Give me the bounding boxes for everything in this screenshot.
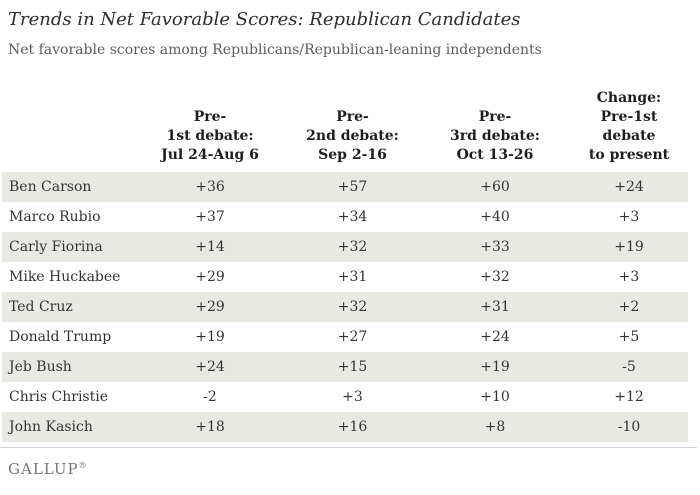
score-cell: +31	[337, 269, 368, 285]
column-header-pre-3rd-debate: Pre- 3rd debate: Oct 13-26	[450, 109, 540, 163]
score-cell: +33	[480, 239, 510, 255]
score-cell: +2	[618, 299, 640, 315]
score-cell: +19	[195, 329, 225, 345]
score-cell: +10	[480, 389, 510, 405]
table-row: Mike Huckabee +29 +31 +32 +3	[2, 262, 688, 292]
score-cell: +29	[195, 299, 225, 315]
score-cell: +19	[614, 239, 644, 255]
score-cell: -2	[203, 389, 217, 405]
candidate-name-cell: Carly Fiorina	[9, 239, 103, 255]
table-row: Ben Carson +36 +57 +60 +24	[2, 172, 688, 202]
score-cell: +3	[342, 389, 363, 405]
table-row: Jeb Bush +24 +15 +19 -5	[2, 352, 688, 382]
column-header-candidate	[2, 89, 135, 172]
score-cell: +14	[195, 239, 225, 255]
gallup-wordmark: GALLUP	[8, 460, 79, 478]
score-cell: +36	[195, 179, 225, 195]
score-cell: +37	[195, 209, 225, 225]
score-cell: +8	[484, 419, 506, 435]
table-row: Ted Cruz +29 +32 +31 +2	[2, 292, 688, 322]
column-header-change: Change: Pre-1st debate to present	[588, 90, 670, 163]
candidate-name-cell: Jeb Bush	[9, 359, 72, 375]
score-cell: +19	[480, 359, 510, 375]
header-row: Pre- 1st debate: Jul 24-Aug 6 Pre- 2nd d…	[2, 89, 688, 172]
score-cell: +12	[614, 389, 644, 405]
divider	[0, 447, 697, 448]
candidate-name-cell: Mike Huckabee	[9, 269, 121, 285]
score-cell: +32	[337, 299, 368, 315]
candidate-name-cell: Marco Rubio	[9, 209, 101, 225]
score-cell: +40	[480, 209, 510, 225]
score-cell: +3	[618, 269, 640, 285]
score-cell: -5	[622, 359, 636, 375]
table-body: Ben Carson +36 +57 +60 +24 Marco Rubio +…	[2, 172, 688, 442]
score-cell: +29	[195, 269, 225, 285]
score-cell: +18	[195, 419, 225, 435]
table-row: Donald Trump +19 +27 +24 +5	[2, 322, 688, 352]
score-cell: +60	[480, 179, 510, 195]
score-cell: +27	[337, 329, 368, 345]
score-cell: +34	[337, 209, 368, 225]
score-cell: +3	[618, 209, 640, 225]
candidate-name-cell: Donald Trump	[9, 329, 112, 345]
registered-trademark-icon: ®	[78, 461, 87, 470]
candidate-name-cell: John Kasich	[9, 419, 93, 435]
table-row: Marco Rubio +37 +34 +40 +3	[2, 202, 688, 232]
table-header: Pre- 1st debate: Jul 24-Aug 6 Pre- 2nd d…	[2, 89, 688, 172]
score-cell: +24	[480, 329, 510, 345]
score-cell: +16	[337, 419, 368, 435]
score-cell: +24	[614, 179, 644, 195]
score-cell: +5	[618, 329, 640, 345]
table-row: Chris Christie -2 +3 +10 +12	[2, 382, 688, 412]
table-row: Carly Fiorina +14 +32 +33 +19	[2, 232, 688, 262]
net-favorable-scores-table: Pre- 1st debate: Jul 24-Aug 6 Pre- 2nd d…	[2, 89, 688, 442]
column-header-pre-2nd-debate: Pre- 2nd debate: Sep 2-16	[306, 109, 399, 163]
score-cell: +32	[480, 269, 510, 285]
column-header-pre-1st-debate: Pre- 1st debate: Jul 24-Aug 6	[161, 109, 259, 163]
page-title: Trends in Net Favorable Scores: Republic…	[8, 9, 521, 30]
gallup-logo: GALLUP®	[8, 460, 700, 478]
candidate-name-cell: Ben Carson	[9, 179, 92, 195]
score-cell: +32	[337, 239, 368, 255]
score-cell: +57	[337, 179, 368, 195]
table-row: John Kasich +18 +16 +8 -10	[2, 412, 688, 442]
score-cell: -10	[617, 419, 641, 435]
score-cell: +31	[480, 299, 510, 315]
candidate-name-cell: Ted Cruz	[9, 299, 73, 315]
score-cell: +15	[337, 359, 368, 375]
candidate-name-cell: Chris Christie	[9, 389, 109, 405]
score-cell: +24	[195, 359, 225, 375]
page-subtitle: Net favorable scores among Republicans/R…	[8, 42, 542, 58]
